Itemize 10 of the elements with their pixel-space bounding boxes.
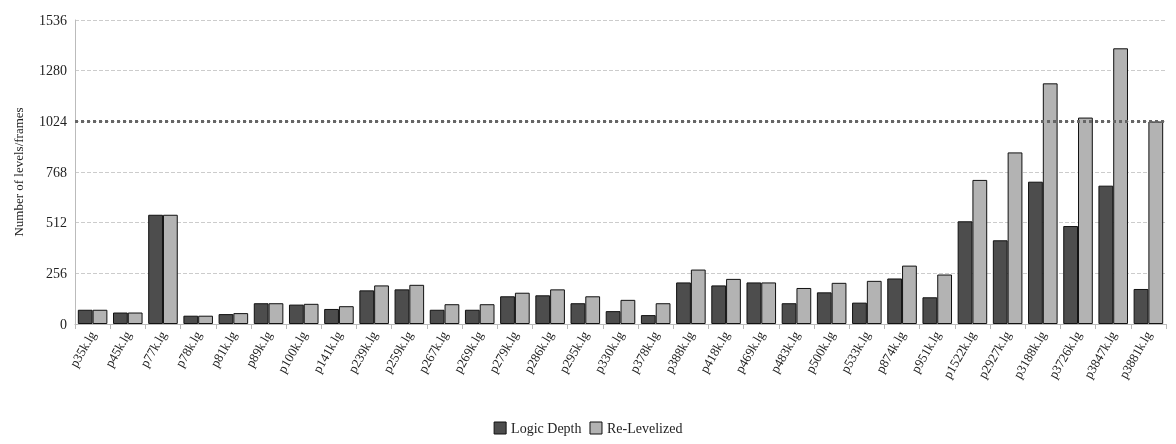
y-tick-label: 1024 [39, 113, 67, 129]
y-tick-label: 256 [46, 265, 67, 281]
y-tick-label: 1280 [39, 63, 67, 79]
y-tick-label: 768 [46, 164, 67, 180]
y-tick-label: 1536 [39, 12, 67, 28]
y-tick-label: 512 [46, 215, 67, 231]
legend-label: Re-Levelized [606, 420, 683, 436]
y-axis-title: Number of levels/frames [11, 107, 26, 237]
legend-label: Logic Depth [511, 420, 582, 436]
y-tick-label: 0 [60, 316, 67, 332]
